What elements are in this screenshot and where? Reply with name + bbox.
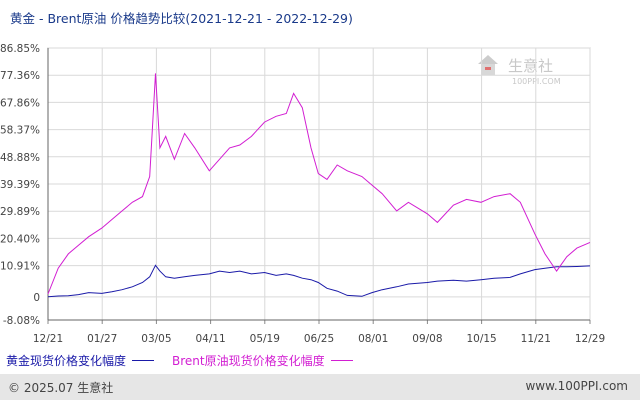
y-tick-label: 86.85% [0,43,40,55]
legend-line-gold [132,360,155,361]
x-tick-label: 10/15 [466,333,496,345]
x-tick-label: 09/08 [412,333,442,345]
y-tick-label: 0 [33,292,40,304]
legend-label-gold: 黄金现货价格变化幅度 [6,354,127,368]
watermark-url: 100PPI.COM [512,77,561,86]
chart-series [47,73,591,298]
x-tick-label: 03/05 [141,333,171,345]
y-tick-label: 67.86% [0,97,40,109]
chart-title: 黄金 - Brent原油 价格趋势比较(2021-12-21 - 2022-12… [10,11,353,26]
x-tick-label: 04/11 [195,333,225,345]
y-tick-label: 58.37% [0,125,40,137]
x-tick-label: 11/21 [521,333,551,345]
y-tick-label: 48.88% [0,152,40,164]
y-tick-label: 20.40% [0,233,40,245]
x-tick-label: 12/29 [575,333,605,345]
legend-item-gold: 黄金现货价格变化幅度 [6,352,155,369]
y-tick-label: 39.39% [0,179,40,191]
house-stripe-icon [485,67,491,70]
legend: 黄金现货价格变化幅度 Brent原油现货价格变化幅度 [6,352,371,369]
x-tick-label: 05/19 [250,333,280,345]
x-tick-label: 01/27 [87,333,117,345]
y-tick-label: 77.36% [0,70,40,82]
watermark-brand: 生意社 [508,57,553,75]
y-tick-label: 10.91% [0,261,40,273]
y-tick-label: -8.08% [3,315,40,327]
x-tick-label: 08/01 [358,333,388,345]
x-tick-label: 06/25 [304,333,334,345]
legend-label-brent: Brent原油现货价格变化幅度 [172,354,325,368]
gold-series-line [47,264,591,298]
x-tick-label: 12/21 [33,333,63,345]
legend-line-brent [330,360,353,361]
footer-bar: © 2025.07 生意社 www.100PPI.com [0,374,640,400]
brent-series-line [47,73,591,295]
y-tick-label: 29.89% [0,206,40,218]
watermark-logo: 生意社 100PPI.COM [478,55,561,86]
footer-copyright: © 2025.07 生意社 [8,381,114,395]
footer-site-link[interactable]: www.100PPI.com [525,379,628,393]
chart-axes: 86.85% 77.36% 67.86% 58.37% 48.88% 39.39% 29.8… [0,43,605,345]
house-roof-icon [478,55,498,64]
legend-item-brent: Brent原油现货价格变化幅度 [172,352,353,369]
chart-grid [47,47,591,321]
